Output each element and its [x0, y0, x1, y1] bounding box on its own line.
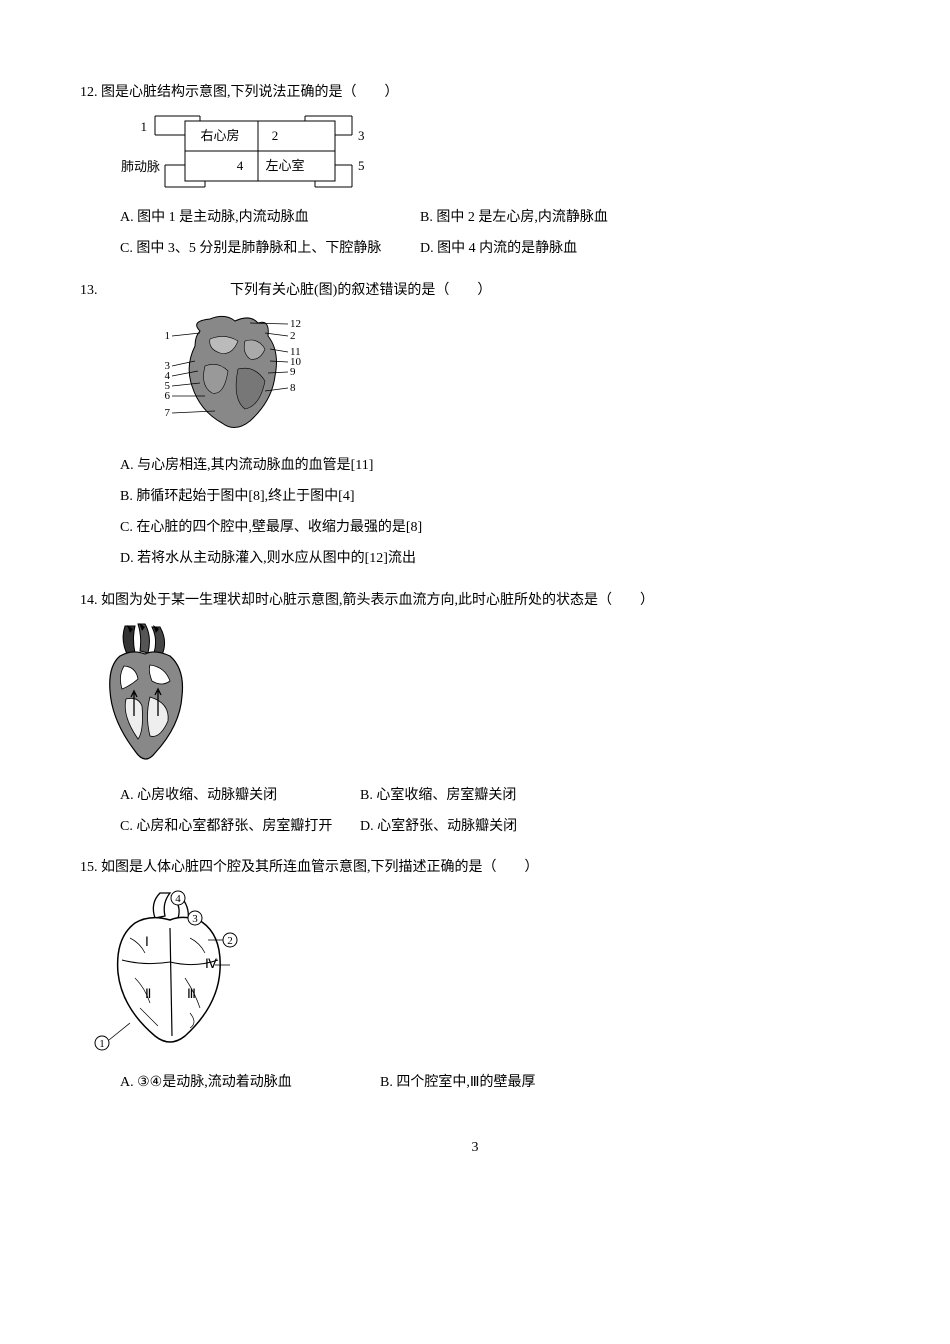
q13-option-b: B. 肺循环起始于图中[8],终止于图中[4]: [120, 484, 870, 509]
label-left-ventricle: 左心室: [265, 158, 304, 173]
svg-text:4: 4: [175, 893, 181, 905]
svg-text:7: 7: [165, 407, 171, 419]
q12-stem: 12. 图是心脏结构示意图,下列说法正确的是（ ）: [80, 80, 870, 105]
q12-figure: 右心房 2 4 左心室 1 3 肺动脉: [120, 113, 870, 193]
question-15: 15. 如图是人体心脏四个腔及其所连血管示意图,下列描述正确的是（ ） 4 3 …: [80, 855, 870, 1095]
q13-stem: 13. 下列有关心脏(图)的叙述错误的是（ ）: [80, 278, 870, 303]
q12-option-d: D. 图中 4 内流的是静脉血: [420, 236, 720, 261]
svg-text:Ⅱ: Ⅱ: [145, 986, 151, 1001]
q13-number: 13.: [80, 278, 230, 303]
q14-stem-text: 如图为处于某一生理状却时心脏示意图,箭头表示血流方向,此时心脏所处的状态是（ ）: [101, 593, 654, 608]
svg-text:3: 3: [192, 913, 198, 925]
label-right-atrium: 右心房: [200, 128, 239, 143]
label-5: 5: [358, 158, 365, 173]
q15-option-b: B. 四个腔室中,Ⅲ的壁最厚: [380, 1070, 640, 1095]
q14-option-c: C. 心房和心室都舒张、房室瓣打开: [120, 814, 360, 839]
svg-text:12: 12: [290, 318, 301, 330]
svg-text:8: 8: [290, 382, 296, 394]
page-number: 3: [80, 1135, 870, 1160]
q14-option-d: D. 心室舒张、动脉瓣关闭: [360, 814, 600, 839]
q13-option-d: D. 若将水从主动脉灌入,则水应从图中的[12]流出: [120, 546, 870, 571]
q13-options: A. 与心房相连,其内流动脉血的血管是[11] B. 肺循环起始于图中[8],终…: [120, 453, 870, 572]
svg-text:2: 2: [227, 935, 233, 947]
q14-stem: 14. 如图为处于某一生理状却时心脏示意图,箭头表示血流方向,此时心脏所处的状态…: [80, 588, 870, 613]
q15-figure: 4 3 2 1 Ⅰ Ⅱ Ⅲ Ⅳ: [90, 888, 870, 1058]
q12-stem-text: 图是心脏结构示意图,下列说法正确的是（ ）: [101, 85, 399, 100]
q15-stem-text: 如图是人体心脏四个腔及其所连血管示意图,下列描述正确的是（ ）: [101, 860, 539, 875]
question-12: 12. 图是心脏结构示意图,下列说法正确的是（ ） 右心房 2 4 左心室 1: [80, 80, 870, 262]
svg-text:9: 9: [290, 366, 296, 378]
question-14: 14. 如图为处于某一生理状却时心脏示意图,箭头表示血流方向,此时心脏所处的状态…: [80, 588, 870, 840]
q14-figure: [90, 621, 870, 771]
label-1: 1: [141, 119, 148, 134]
q13-option-a: A. 与心房相连,其内流动脉血的血管是[11]: [120, 453, 870, 478]
label-pulmonary-artery: 肺动脉: [121, 159, 160, 174]
q14-option-b: B. 心室收缩、房室瓣关闭: [360, 783, 600, 808]
label-4: 4: [237, 158, 244, 173]
svg-text:Ⅲ: Ⅲ: [187, 986, 196, 1001]
question-13: 13. 下列有关心脏(图)的叙述错误的是（ ） 1 3 4 5 6 7 12: [80, 278, 870, 572]
q13-stem-text: 下列有关心脏(图)的叙述错误的是（ ）: [230, 278, 491, 303]
svg-text:Ⅰ: Ⅰ: [145, 934, 149, 949]
q12-option-b: B. 图中 2 是左心房,内流静脉血: [420, 205, 720, 230]
q15-stem: 15. 如图是人体心脏四个腔及其所连血管示意图,下列描述正确的是（ ）: [80, 855, 870, 880]
svg-text:6: 6: [165, 390, 171, 402]
q15-options: A. ③④是动脉,流动着动脉血 B. 四个腔室中,Ⅲ的壁最厚: [120, 1070, 870, 1095]
q13-figure: 1 3 4 5 6 7 12 2 11 10 9 8: [150, 311, 870, 441]
q14-number: 14.: [80, 588, 98, 613]
q15-option-a: A. ③④是动脉,流动着动脉血: [120, 1070, 380, 1095]
q13-option-c: C. 在心脏的四个腔中,壁最厚、收缩力最强的是[8]: [120, 515, 870, 540]
q12-options: A. 图中 1 是主动脉,内流动脉血 B. 图中 2 是左心房,内流静脉血 C.…: [120, 205, 870, 261]
q14-option-a: A. 心房收缩、动脉瓣关闭: [120, 783, 360, 808]
q12-option-a: A. 图中 1 是主动脉,内流动脉血: [120, 205, 420, 230]
label-3: 3: [358, 128, 365, 143]
q15-number: 15.: [80, 855, 98, 880]
label-2: 2: [272, 128, 279, 143]
svg-text:2: 2: [290, 330, 296, 342]
svg-text:Ⅳ: Ⅳ: [205, 956, 217, 971]
svg-text:1: 1: [99, 1038, 105, 1050]
q12-option-c: C. 图中 3、5 分别是肺静脉和上、下腔静脉: [120, 236, 420, 261]
svg-text:1: 1: [165, 330, 171, 342]
q12-number: 12.: [80, 80, 98, 105]
q14-options: A. 心房收缩、动脉瓣关闭 B. 心室收缩、房室瓣关闭 C. 心房和心室都舒张、…: [120, 783, 870, 839]
